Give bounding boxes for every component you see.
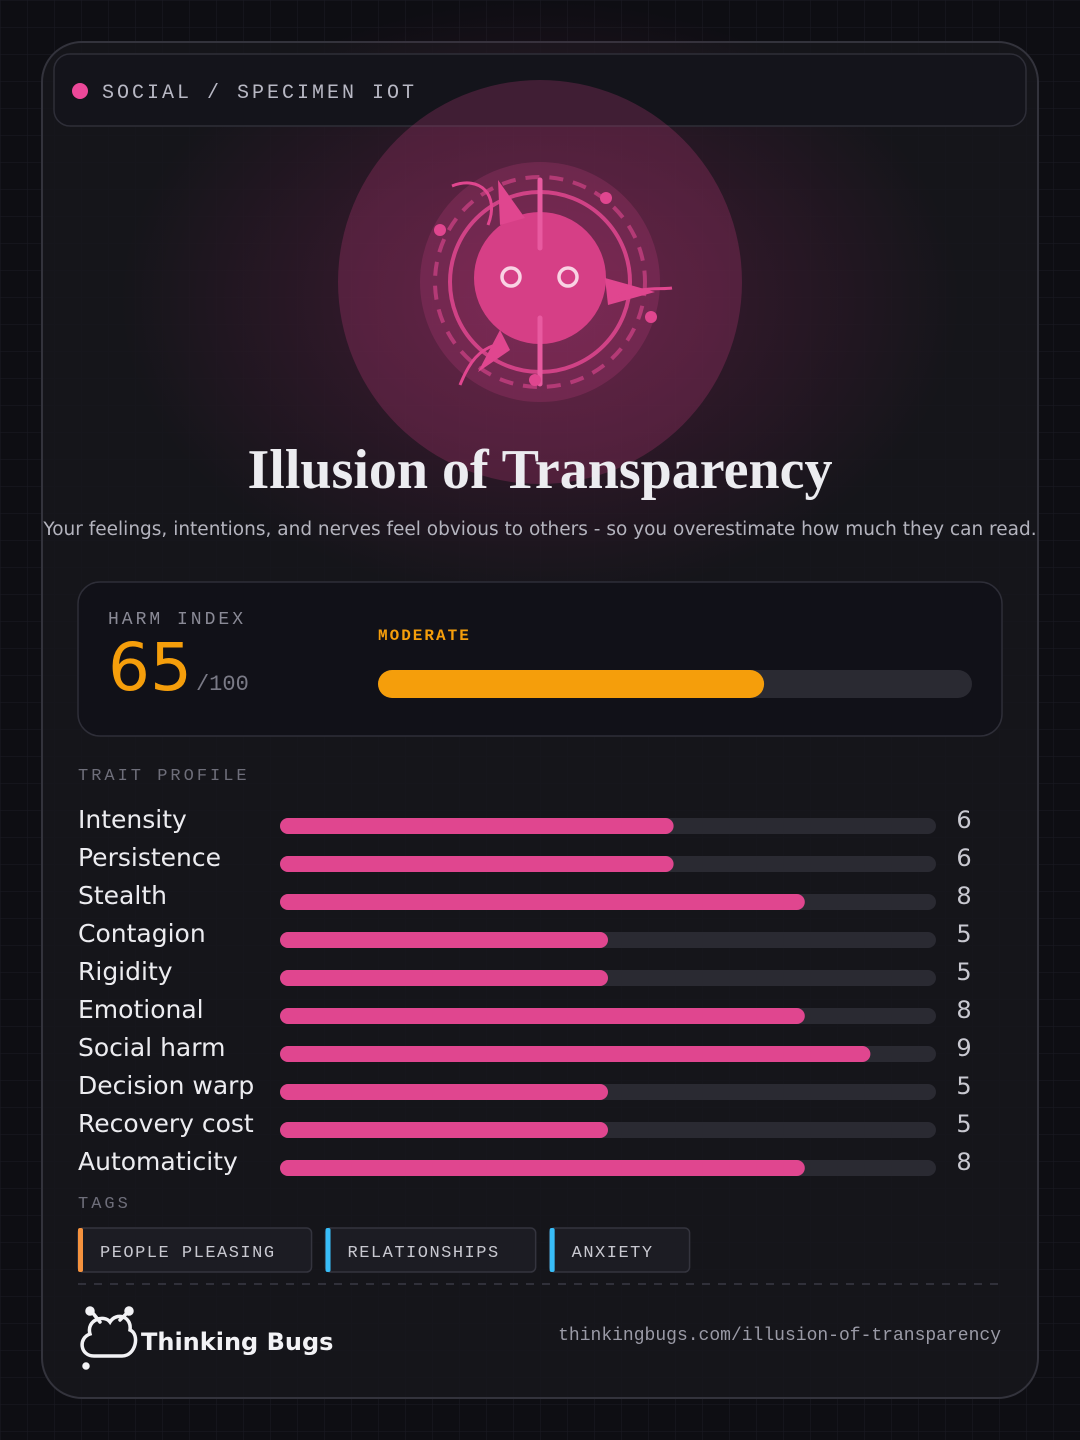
trait-name: Persistence <box>78 843 221 872</box>
trait-value: 9 <box>956 1034 971 1062</box>
tag-label: RELATIONSHIPS <box>348 1244 500 1263</box>
header-label: SOCIAL / SPECIMEN IOT <box>102 82 417 105</box>
trait-value: 5 <box>956 920 971 948</box>
trait-name: Rigidity <box>78 957 173 986</box>
trait-bar <box>280 1008 805 1024</box>
trait-name: Contagion <box>78 919 206 948</box>
trait-name: Automaticity <box>78 1147 238 1176</box>
harm-rating: MODERATE <box>378 627 471 645</box>
harm-bar <box>378 670 765 698</box>
brand-name: Thinking Bugs <box>141 1328 333 1356</box>
trait-bar <box>280 818 674 834</box>
trait-name: Social harm <box>78 1033 225 1062</box>
tag-label: ANXIETY <box>572 1244 654 1263</box>
traits-label: TRAIT PROFILE <box>78 767 250 786</box>
tag-label: PEOPLE PLEASING <box>100 1244 276 1263</box>
harm-value: 65 <box>108 629 192 706</box>
trait-value: 8 <box>956 882 971 910</box>
trait-value: 5 <box>956 1110 971 1138</box>
trait-name: Intensity <box>78 805 187 834</box>
trait-name: Decision warp <box>78 1071 254 1100</box>
tag-accent <box>78 1228 83 1272</box>
title: Illusion of Transparency <box>247 439 832 501</box>
harm-label: HARM INDEX <box>108 610 246 630</box>
trait-bar <box>280 1160 805 1176</box>
status-dot <box>72 83 88 99</box>
footer-url: thinkingbugs.com/illusion-of-transparenc… <box>558 1326 1001 1346</box>
trait-value: 8 <box>956 1148 971 1176</box>
trait-bar <box>280 970 608 986</box>
tags-label: TAGS <box>78 1195 131 1214</box>
trait-value: 5 <box>956 1072 971 1100</box>
tag-accent <box>549 1228 555 1272</box>
trait-bar <box>280 932 608 948</box>
trait-bar <box>280 1122 608 1138</box>
header-bar <box>53 53 1027 127</box>
brand-logo <box>80 1306 138 1370</box>
trait-name: Recovery cost <box>78 1109 254 1138</box>
harm-panel <box>77 581 1003 737</box>
trait-bar <box>280 1084 608 1100</box>
trait-bar <box>280 856 674 872</box>
harm-max: /100 <box>196 672 249 697</box>
trait-value: 6 <box>956 806 971 834</box>
trait-bar <box>280 1046 871 1062</box>
trait-value: 5 <box>956 958 971 986</box>
tag-accent <box>325 1228 331 1272</box>
subtitle: Your feelings, intentions, and nerves fe… <box>42 519 1036 540</box>
trait-name: Emotional <box>78 995 204 1024</box>
bug-icon <box>338 80 742 484</box>
trait-value: 8 <box>956 996 971 1024</box>
trait-name: Stealth <box>78 881 167 910</box>
trait-bar <box>280 894 805 910</box>
trait-value: 6 <box>956 844 971 872</box>
